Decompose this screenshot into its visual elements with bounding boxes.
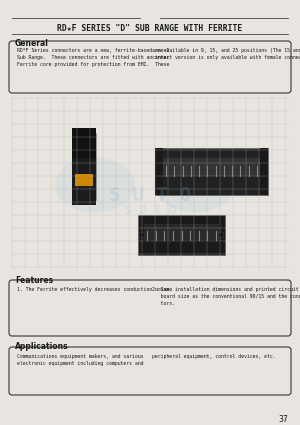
Bar	[163, 158, 260, 176]
Bar	[138, 215, 225, 255]
Text: Communications equipment makers, and various
electronic equipment including comp: Communications equipment makers, and var…	[17, 354, 143, 366]
Text: S U T O: S U T O	[109, 185, 191, 204]
Ellipse shape	[55, 158, 135, 212]
Text: 2. Same installation dimensions and printed circuit
   board size as the convent: 2. Same installation dimensions and prin…	[152, 287, 300, 306]
Ellipse shape	[155, 158, 235, 212]
Text: peripheral equipment, control devices, etc.: peripheral equipment, control devices, e…	[152, 354, 276, 359]
Bar	[260, 148, 268, 195]
Text: General: General	[15, 39, 49, 48]
Bar	[72, 128, 96, 205]
Bar	[75, 174, 93, 186]
Bar	[72, 128, 96, 158]
Bar	[155, 148, 163, 195]
Text: RD★F SERIES "D" SUB RANGE WITH FERRITE: RD★F SERIES "D" SUB RANGE WITH FERRITE	[57, 24, 243, 33]
Text: Applications: Applications	[15, 342, 69, 351]
Circle shape	[139, 232, 145, 238]
Text: S U T O: S U T O	[124, 204, 176, 216]
Text: 37: 37	[278, 415, 288, 424]
Text: 1. The Ferrite effectively decreases conduction noise.: 1. The Ferrite effectively decreases con…	[17, 287, 172, 292]
Text: Features: Features	[15, 276, 53, 285]
Bar	[155, 148, 268, 195]
Bar	[144, 224, 219, 240]
Text: RD*F Series connectors are a new, ferrite-based one D
Sub Range.  These connecto: RD*F Series connectors are a new, ferrit…	[17, 48, 169, 67]
Circle shape	[218, 232, 224, 238]
Text: are available in 9, 15, and 25 positions (The 15 and 25
contact version is only : are available in 9, 15, and 25 positions…	[152, 48, 300, 60]
